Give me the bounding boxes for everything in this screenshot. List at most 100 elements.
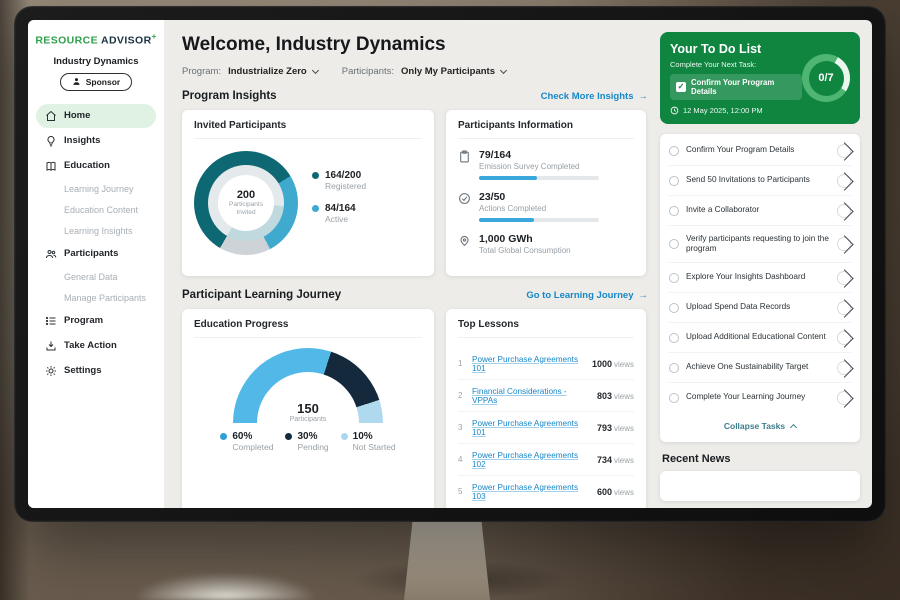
sidebar-item-manage-participants[interactable]: Manage Participants [36, 288, 156, 308]
sidebar: RESOURCE ADVISOR+ Industry Dynamics Spon… [28, 20, 164, 508]
check-more-insights-link[interactable]: Check More Insights → [541, 91, 648, 102]
arrow-right-icon: → [638, 289, 649, 301]
task-label: Invite a Collaborator [686, 205, 760, 215]
legend-value: 10% [352, 431, 373, 442]
sidebar-item-learning-journey[interactable]: Learning Journey [36, 179, 156, 199]
task-open-button[interactable] [835, 359, 854, 378]
lesson-views: 803 views [596, 390, 634, 401]
list-icon [45, 315, 57, 327]
sidebar-subitem-label: Education Content [64, 204, 139, 215]
task-row[interactable]: Confirm Your Program Details [669, 136, 854, 166]
donut-legend: 164/200 Registered 84/164 Active [312, 170, 366, 236]
task-open-button[interactable] [835, 299, 854, 318]
sidebar-subitem-label: Manage Participants [64, 292, 147, 303]
task-checkbox[interactable] [669, 332, 679, 343]
link-label: Check More Insights [540, 90, 634, 102]
lesson-link[interactable]: Power Purchase Agreements 101 [472, 354, 579, 373]
task-row[interactable]: Complete Your Learning Journey [669, 383, 854, 412]
task-checkbox[interactable] [669, 205, 679, 216]
screen: RESOURCE ADVISOR+ Industry Dynamics Spon… [28, 20, 872, 508]
sponsor-badge[interactable]: Sponsor [59, 72, 133, 91]
lesson-link[interactable]: Power Purchase Agreements 101 [472, 418, 579, 437]
progress-track [479, 176, 599, 180]
todo-progress-ring: 0/7 [802, 54, 850, 102]
legend-value: 30% [297, 431, 318, 442]
info-label: Total Global Consumption [479, 246, 571, 255]
task-open-button[interactable] [835, 141, 854, 161]
main-content: Welcome, Industry Dynamics Program: Indu… [164, 20, 660, 508]
sidebar-item-education-content[interactable]: Education Content [36, 200, 156, 220]
task-row[interactable]: Verify participants requesting to join t… [669, 226, 854, 264]
sidebar-item-learning-insights[interactable]: Learning Insights [36, 221, 156, 241]
task-checkbox[interactable] [669, 392, 679, 403]
sidebar-item-program[interactable]: Program [36, 309, 156, 333]
sidebar-item-take-action[interactable]: Take Action [36, 334, 156, 358]
chevron-up-icon [790, 424, 798, 432]
lesson-row: 4 Power Purchase Agreements 102 734 views [458, 444, 634, 476]
lesson-link[interactable]: Power Purchase Agreements 103 [472, 482, 579, 501]
task-open-button[interactable] [835, 171, 854, 191]
clipboard-icon [458, 150, 471, 163]
invited-participants-card: Invited Participants 200 Participants In… [182, 110, 434, 276]
next-task-chip[interactable]: ✓ Confirm Your Program Details [670, 74, 802, 100]
task-checkbox[interactable] [669, 302, 679, 313]
task-row[interactable]: Achieve One Sustainability Target [669, 353, 854, 384]
go-to-learning-journey-link[interactable]: Go to Learning Journey → [526, 290, 648, 301]
todo-subtitle: Complete Your Next Task: [670, 60, 757, 69]
brand-secondary: ADVISOR [100, 34, 152, 47]
task-checkbox[interactable] [669, 362, 679, 373]
gear-icon [45, 365, 57, 377]
checkbox-checked-icon: ✓ [676, 82, 686, 92]
todo-panel: Your To Do List Complete Your Next Task:… [660, 20, 872, 508]
legend-label: Active [325, 214, 349, 224]
task-open-button[interactable] [835, 389, 854, 408]
todo-title: Your To Do List [670, 42, 762, 56]
task-checkbox[interactable] [669, 145, 679, 156]
legend-value: 84/164 [325, 203, 356, 214]
sidebar-item-education[interactable]: Education [36, 154, 156, 178]
sponsor-label: Sponsor [85, 76, 121, 87]
participants-filter-dropdown[interactable]: Only My Participants [401, 66, 508, 77]
program-filter-dropdown[interactable]: Industrialize Zero [228, 66, 319, 77]
task-label: Send 50 Invitations to Participants [686, 175, 810, 185]
task-row[interactable]: Upload Spend Data Records [669, 293, 854, 324]
book-icon [45, 160, 57, 172]
chevron-right-icon [835, 359, 854, 378]
sidebar-item-participants[interactable]: Participants [36, 242, 156, 266]
lesson-link[interactable]: Financial Considerations - VPPAs [472, 386, 567, 405]
sidebar-item-insights[interactable]: Insights [36, 129, 156, 153]
sidebar-subitem-label: Learning Journey [64, 183, 134, 194]
task-row[interactable]: Upload Additional Educational Content [669, 323, 854, 354]
sidebar-item-label: Program [64, 315, 104, 326]
action-icon [45, 340, 57, 352]
task-open-button[interactable] [835, 235, 854, 254]
lesson-rank: 5 [458, 487, 463, 496]
task-row[interactable]: Explore Your Insights Dashboard [669, 263, 854, 294]
task-checkbox[interactable] [669, 272, 679, 283]
chevron-right-icon [835, 299, 854, 318]
task-open-button[interactable] [835, 329, 854, 348]
recent-news-card [660, 471, 860, 502]
task-row[interactable]: Send 50 Invitations to Participants [669, 166, 854, 196]
arrow-right-icon: → [638, 90, 649, 102]
home-icon [45, 110, 57, 122]
sidebar-item-home[interactable]: Home [36, 103, 156, 128]
task-row[interactable]: Invite a Collaborator [669, 196, 854, 226]
sidebar-item-settings[interactable]: Settings [36, 359, 156, 383]
info-value: 23/50 [479, 191, 506, 203]
task-checkbox[interactable] [669, 239, 679, 250]
collapse-tasks-button[interactable]: Collapse Tasks [669, 412, 851, 440]
legend-label: Not Started [352, 442, 396, 452]
sidebar-item-general-data[interactable]: General Data [36, 267, 156, 287]
task-open-button[interactable] [835, 201, 854, 221]
donut-center: 200 Participants Invited [218, 175, 274, 231]
lesson-views: 1000 views [591, 358, 634, 369]
info-label: Emission Survey Completed [479, 162, 580, 171]
lesson-link[interactable]: Power Purchase Agreements 102 [472, 450, 579, 469]
invited-donut-chart: 200 Participants Invited [194, 151, 298, 255]
chevron-right-icon [835, 235, 854, 254]
task-checkbox[interactable] [669, 175, 679, 186]
todo-summary-card: Your To Do List Complete Your Next Task:… [660, 32, 860, 124]
task-open-button[interactable] [835, 269, 854, 288]
